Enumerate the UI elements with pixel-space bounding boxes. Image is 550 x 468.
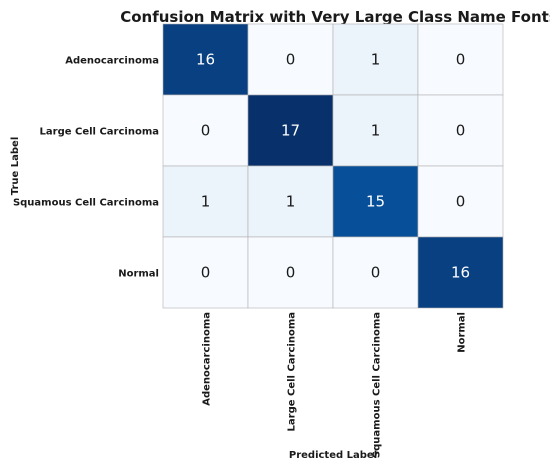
cell-value-label: 17 (281, 122, 300, 140)
cell-value-label: 0 (201, 122, 211, 140)
y-axis-label: True Label (10, 137, 21, 196)
heatmap-cell (417, 165, 504, 238)
heatmap-cell (247, 23, 334, 96)
heatmap-cell (417, 94, 504, 167)
x-tick-label: Squamous Cell Carcinoma (372, 312, 383, 458)
y-tick-label: Adenocarcinoma (65, 56, 159, 67)
heatmap-grid: 16 0 1 0 0 17 1 0 1 1 15 0 0 0 0 16 (162, 23, 504, 309)
heatmap-cell (417, 236, 504, 309)
heatmap-cell (162, 23, 249, 96)
chart-title: Confusion Matrix with Very Large Class N… (120, 8, 550, 26)
cell-value-label: 15 (366, 193, 385, 211)
heatmap-cell (247, 94, 334, 167)
heatmap-cell (162, 236, 249, 309)
y-tick-label: Normal (118, 269, 159, 280)
y-tick-label: Large Cell Carcinoma (40, 127, 159, 138)
x-axis-label: Predicted Label (289, 450, 377, 461)
cell-value-label: 1 (201, 193, 211, 211)
cell-value-label: 0 (286, 51, 296, 69)
heatmap-cell (332, 23, 419, 96)
x-tick-label: Normal (457, 312, 468, 353)
cell-value-label: 0 (201, 264, 211, 282)
y-tick-labels: Adenocarcinoma Large Cell Carcinoma Squamo… (13, 56, 159, 280)
cell-value-label: 16 (451, 264, 470, 282)
x-tick-label: Large Cell Carcinoma (287, 312, 298, 431)
heatmap-cell (162, 94, 249, 167)
cell-value-label: 0 (456, 122, 466, 140)
cell-value-label: 1 (371, 51, 381, 69)
heatmap-cell (417, 23, 504, 96)
x-tick-label: Adenocarcinoma (202, 312, 213, 406)
heatmap-cell (247, 236, 334, 309)
cell-value-label: 0 (371, 264, 381, 282)
x-tick-labels: Adenocarcinoma Large Cell Carcinoma Squamo… (202, 312, 468, 458)
heatmap-cell (247, 165, 334, 238)
y-tick-label: Squamous Cell Carcinoma (13, 198, 159, 209)
cell-value-label: 1 (371, 122, 381, 140)
cell-value-label: 1 (286, 193, 296, 211)
cell-value-label: 16 (196, 51, 215, 69)
cell-value-label: 0 (456, 193, 466, 211)
heatmap-cell (332, 236, 419, 309)
cell-value-label: 0 (456, 51, 466, 69)
cell-value-label: 0 (286, 264, 296, 282)
